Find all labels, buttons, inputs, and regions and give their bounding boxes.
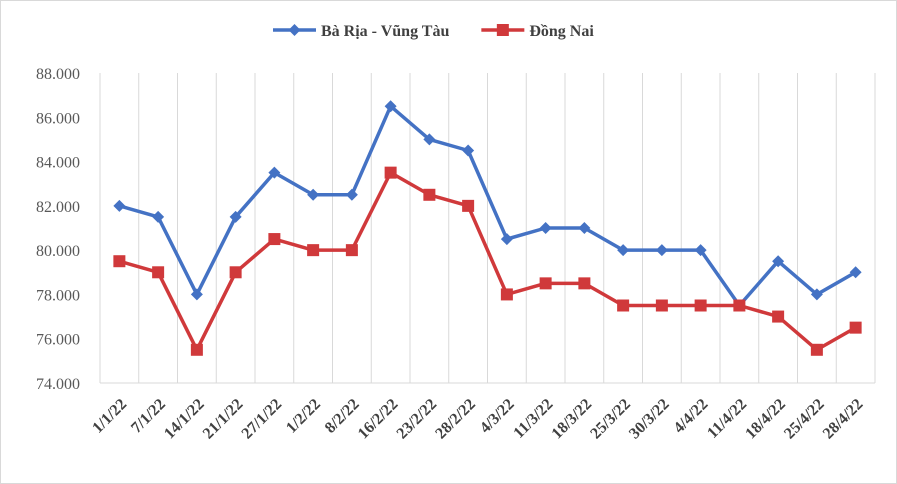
data-point [152, 210, 165, 223]
legend: Bà Rịa - Vũng Tàu Đồng Nai [273, 23, 594, 40]
data-point [539, 222, 552, 234]
data-point [462, 199, 475, 212]
data-point [113, 255, 126, 268]
x-axis-ticks: 1/1/227/1/2214/1/2221/1/2227/1/221/2/228… [89, 396, 866, 443]
axes [99, 73, 875, 384]
x-tick-label: 14/1/22 [161, 396, 208, 443]
x-tick-label: 30/3/22 [626, 396, 673, 443]
x-tick-label: 21/1/22 [200, 396, 247, 443]
x-tick-label: 27/1/22 [239, 396, 286, 443]
y-axis-ticks: 74.000 76.000 78.000 80.000 82.000 84.000 86.0… [36, 66, 80, 393]
data-point [810, 288, 823, 301]
data-point [733, 299, 746, 312]
y-tick-label: 86.000 [36, 110, 80, 127]
gridlines [138, 73, 876, 383]
data-point [423, 133, 436, 146]
data-point [384, 166, 397, 179]
y-tick-label: 84.000 [36, 155, 80, 172]
data-point [849, 266, 862, 279]
y-tick-label: 88.000 [36, 66, 80, 83]
x-tick-label: 1/2/22 [283, 396, 324, 437]
data-point [617, 299, 630, 312]
data-point [229, 266, 242, 279]
data-point [462, 144, 475, 157]
x-tick-label: 1/1/22 [89, 396, 130, 437]
data-point [772, 255, 785, 268]
x-tick-label: 16/2/22 [355, 396, 402, 443]
x-tick-label: 11/3/22 [510, 396, 556, 442]
legend-item: Đồng Nai [481, 23, 594, 40]
legend-label: Đồng Nai [529, 23, 594, 40]
data-point [578, 277, 591, 290]
legend-marker [288, 24, 301, 36]
y-tick-label: 74.000 [36, 376, 80, 393]
data-point [113, 199, 126, 212]
series-2 [113, 166, 862, 356]
data-point [345, 244, 358, 257]
data-point [345, 188, 358, 201]
x-tick-label: 28/4/22 [820, 396, 867, 443]
data-point [500, 288, 513, 301]
x-tick-label: 18/4/22 [742, 396, 789, 443]
legend-item: Bà Rịa - Vũng Tàu [273, 23, 449, 40]
data-point [500, 233, 513, 246]
y-tick-label: 76.000 [36, 332, 80, 349]
data-point [268, 233, 281, 246]
x-tick-label: 11/4/22 [704, 396, 750, 442]
series-line [118, 104, 857, 308]
y-tick-label: 78.000 [36, 287, 80, 304]
data-point [617, 244, 630, 257]
data-point [655, 244, 668, 257]
data-point [772, 310, 785, 323]
data-point [307, 188, 320, 201]
data-point [539, 277, 552, 290]
data-point [578, 222, 591, 234]
data-point [190, 288, 203, 301]
x-tick-label: 23/2/22 [394, 396, 441, 443]
data-point [849, 321, 862, 334]
y-tick-label: 80.000 [36, 243, 80, 260]
data-point [694, 244, 707, 257]
data-point [694, 299, 707, 312]
y-tick-label: 82.000 [36, 199, 80, 216]
x-tick-label: 18/3/22 [549, 396, 596, 443]
series-layer [113, 100, 862, 356]
data-point [655, 299, 668, 312]
series-1 [113, 100, 862, 312]
data-point [268, 166, 281, 179]
data-point [384, 100, 397, 113]
data-point [152, 266, 165, 279]
data-point [190, 343, 203, 356]
data-point [229, 210, 242, 223]
x-tick-label: 28/2/22 [432, 396, 479, 443]
data-point [307, 244, 320, 257]
legend-label: Bà Rịa - Vũng Tàu [321, 23, 449, 40]
data-point [810, 343, 823, 356]
data-point [423, 188, 436, 201]
x-tick-label: 25/3/22 [587, 396, 634, 443]
legend-marker [496, 24, 509, 36]
x-tick-label: 25/4/22 [781, 396, 828, 443]
series-line [118, 170, 857, 352]
